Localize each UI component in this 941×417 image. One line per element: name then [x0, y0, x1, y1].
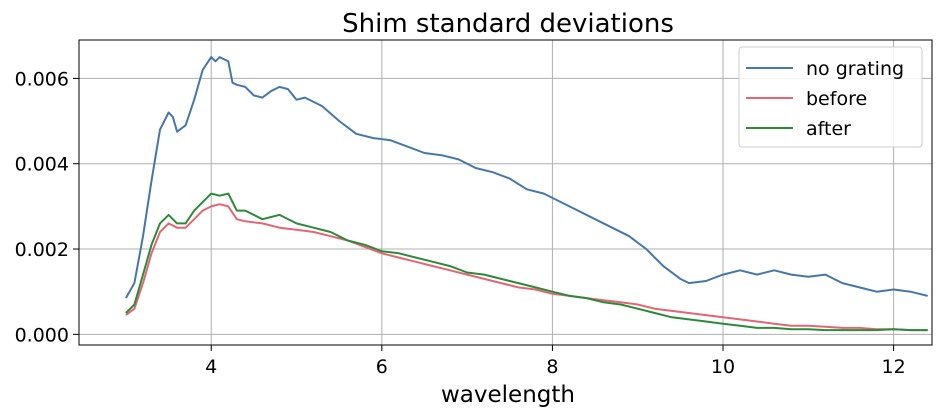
- y-tick-label: 0.002: [15, 239, 69, 261]
- series-line-after: [125, 192, 928, 332]
- legend-label-before: before: [806, 88, 867, 110]
- x-axis-ticks: 4 6 8 10 12: [205, 345, 906, 378]
- x-tick-label: 12: [882, 356, 906, 378]
- y-tick-label: 0.000: [15, 324, 69, 346]
- plot-area-frame: [78, 39, 933, 346]
- x-tick-label: 4: [205, 356, 217, 378]
- x-tick-label: 6: [376, 356, 388, 378]
- x-axis-title: wavelength: [441, 382, 575, 408]
- series-lines: [125, 56, 928, 332]
- y-axis-ticks: 0.000 0.002 0.004 0.006: [15, 68, 79, 346]
- legend-label-no-grating: no grating: [806, 58, 904, 80]
- legend-label-after: after: [806, 118, 851, 140]
- chart-title: Shim standard deviations: [342, 9, 674, 39]
- series-line-no-grating: [125, 56, 928, 299]
- x-tick-label: 8: [546, 356, 558, 378]
- y-tick-label: 0.006: [15, 68, 69, 90]
- y-tick-label: 0.004: [15, 154, 69, 176]
- x-tick-label: 10: [711, 356, 735, 378]
- legend-box: [738, 46, 923, 148]
- legend: no grating before after: [738, 46, 923, 148]
- series-line-before: [125, 203, 928, 332]
